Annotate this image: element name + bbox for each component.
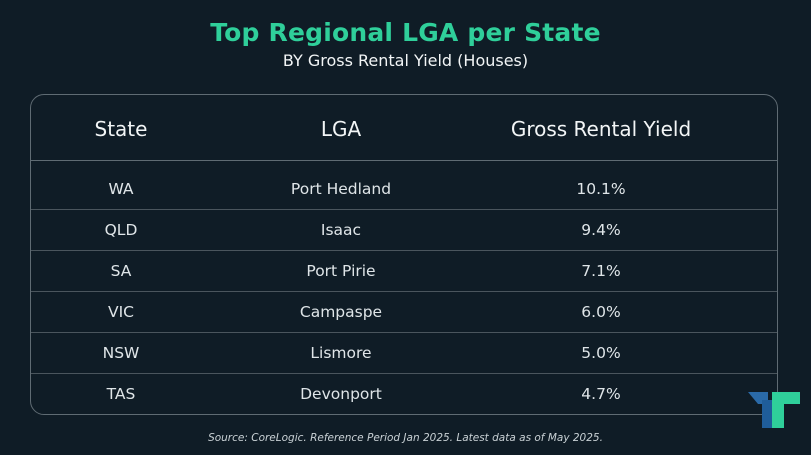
- cell-yield: 5.0%: [581, 344, 621, 362]
- cell-state: QLD: [104, 221, 138, 239]
- table-header-row: State LGA Gross Rental Yield: [31, 95, 777, 161]
- cell-lga: Port Hedland: [290, 180, 392, 198]
- brand-logo-icon: [748, 392, 800, 428]
- header-yield: Gross Rental Yield: [510, 117, 692, 141]
- cell-state: TAS: [106, 385, 136, 403]
- cell-yield: 7.1%: [581, 262, 621, 280]
- cell-yield: 6.0%: [581, 303, 621, 321]
- cell-lga: Port Pirie: [306, 262, 376, 280]
- cell-lga: Devonport: [300, 385, 382, 403]
- table-row: VIC Campaspe 6.0%: [31, 292, 777, 333]
- header-state: State: [94, 117, 148, 141]
- cell-lga: Lismore: [310, 344, 372, 362]
- cell-yield: 10.1%: [576, 180, 626, 198]
- table-row: SA Port Pirie 7.1%: [31, 251, 777, 292]
- cell-state: SA: [110, 262, 132, 280]
- cell-lga: Isaac: [320, 221, 362, 239]
- table-row: QLD Isaac 9.4%: [31, 210, 777, 251]
- cell-lga: Campaspe: [299, 303, 383, 321]
- cell-yield: 9.4%: [581, 221, 621, 239]
- table-row: NSW Lismore 5.0%: [31, 333, 777, 374]
- source-note: Source: CoreLogic. Reference Period Jan …: [208, 432, 603, 444]
- cell-yield: 4.7%: [581, 385, 621, 403]
- table-row: WA Port Hedland 10.1%: [31, 169, 777, 210]
- table-row: TAS Devonport 4.7%: [31, 374, 777, 414]
- header-lga: LGA: [320, 117, 362, 141]
- page-subtitle: BY Gross Rental Yield (Houses): [282, 51, 529, 70]
- cell-state: NSW: [102, 344, 140, 362]
- page-title: Top Regional LGA per State: [210, 18, 601, 47]
- cell-state: VIC: [108, 303, 134, 321]
- yield-table: State LGA Gross Rental Yield WA Port Hed…: [30, 94, 778, 415]
- cell-state: WA: [108, 180, 134, 198]
